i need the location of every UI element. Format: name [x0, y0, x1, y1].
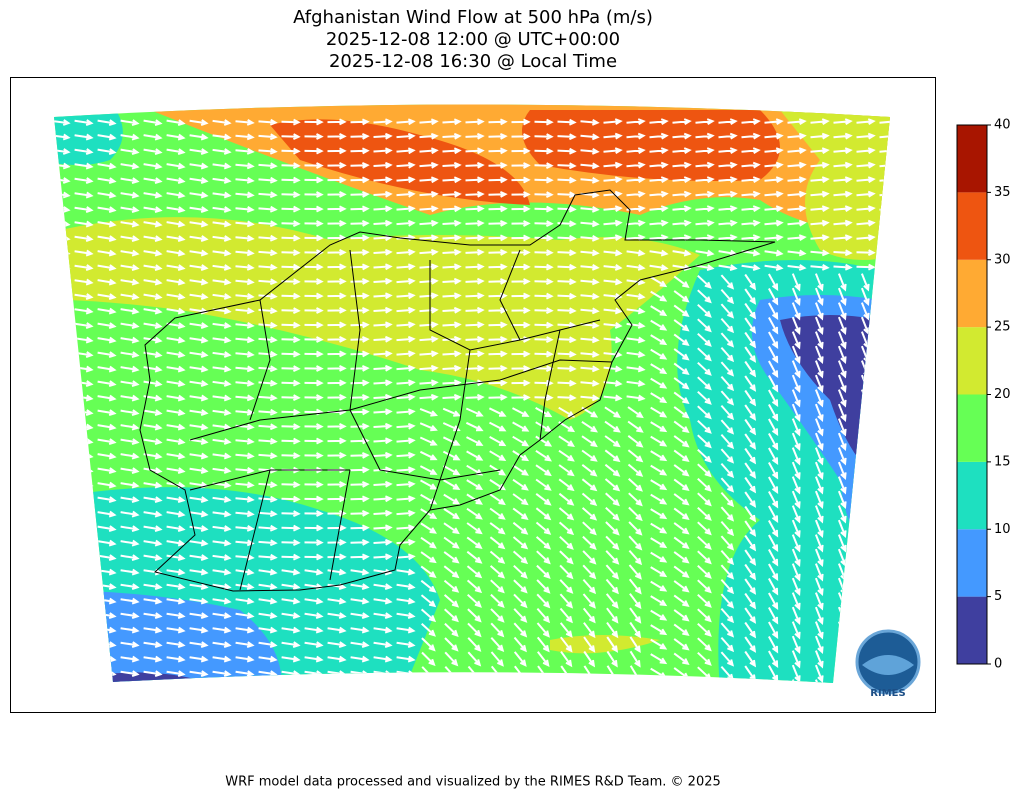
map-frame [10, 77, 936, 713]
speed-region [270, 119, 530, 205]
title-line: Afghanistan Wind Flow at 500 hPa (m/s) [293, 7, 653, 28]
country-border [139, 189, 776, 592]
borders [139, 189, 776, 592]
title-line: 2025-12-08 16:30 @ Local Time [329, 51, 617, 72]
speed-region [780, 315, 880, 480]
colorbar-bin [957, 125, 987, 193]
colorbar-tick-label: 40 [994, 118, 1011, 133]
colorbar-bin [957, 394, 987, 462]
colorbar-tick-label: 0 [994, 657, 1002, 672]
colorbar-bin [957, 259, 987, 328]
colorbar-bin [957, 529, 987, 597]
province-border [189, 249, 613, 591]
colorbar-tick-label: 10 [994, 522, 1011, 537]
wind-field [54, 104, 890, 683]
logo-text: RIMES [870, 688, 905, 699]
colorbar-tick-label: 5 [994, 589, 1002, 604]
colorbar-bin [957, 461, 987, 530]
logo-wave [862, 655, 914, 675]
footer: WRF model data processed and visualized … [225, 775, 721, 790]
colorbar-tick-label: 35 [994, 185, 1011, 200]
colorbar-tick-label: 25 [994, 320, 1011, 335]
speed-region [780, 110, 890, 260]
wind-arrows [54, 118, 890, 683]
colorbar-bin [957, 327, 987, 395]
colorbar-tick-label: 30 [994, 252, 1011, 267]
colorbar-bin [957, 596, 987, 664]
colorbar-bin [957, 192, 987, 260]
title-line: 2025-12-08 12:00 @ UTC+00:00 [326, 29, 620, 50]
colorbar-tick-label: 15 [994, 454, 1011, 469]
speed-region [522, 110, 780, 181]
colorbar: 0 5 10 15 20 25 30 35 40 [956, 118, 1011, 672]
colorbar-tick-label: 20 [994, 387, 1011, 402]
